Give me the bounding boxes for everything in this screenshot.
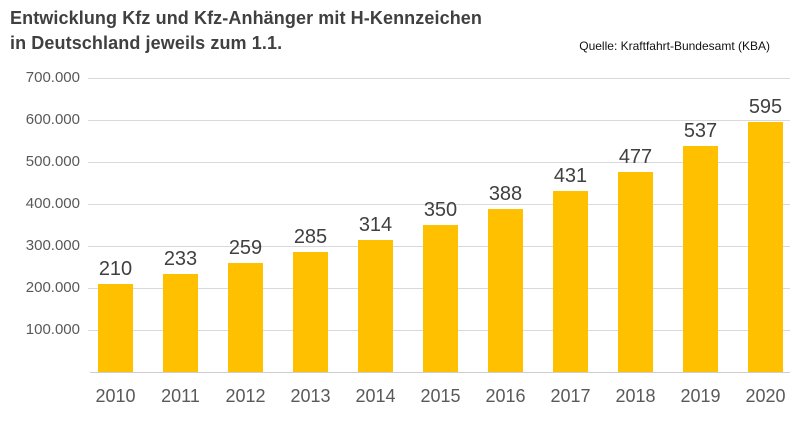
- chart-title-line1: Entwicklung Kfz und Kfz-Anhänger mit H-K…: [10, 8, 482, 28]
- x-tick-label: 2011: [161, 386, 200, 406]
- bar: [488, 209, 523, 372]
- x-tick-label: 2015: [420, 386, 461, 406]
- bar: [293, 252, 328, 372]
- bar-value-label: 350: [423, 199, 458, 221]
- x-tick-label: 2019: [680, 386, 721, 406]
- bar: [423, 225, 458, 372]
- bar: [553, 190, 588, 372]
- gridline: [88, 120, 790, 121]
- x-tick-label: 2018: [615, 386, 656, 406]
- x-tick-label: 2014: [355, 386, 396, 406]
- source-note: Quelle: Kraftfahrt-Bundesamt (KBA): [579, 39, 770, 53]
- bar: [683, 146, 718, 372]
- y-tick-label: 700.000: [25, 69, 80, 86]
- bar-value-label: 210: [98, 257, 133, 280]
- bar-value-label: 431: [553, 164, 588, 187]
- y-tick-label: 500.000: [25, 153, 80, 170]
- chart-title-line2: in Deutschland jeweils zum 1.1.: [10, 33, 283, 53]
- bar: [98, 283, 133, 372]
- y-tick-label: 400.000: [25, 195, 80, 212]
- bar-value-label: 259: [228, 237, 263, 260]
- bar-value-label: 233: [163, 248, 198, 271]
- bar-value-label: 314: [358, 214, 393, 237]
- x-tick-label: 2016: [485, 386, 526, 406]
- x-tick-label: 2010: [95, 386, 136, 406]
- bar: [163, 274, 198, 372]
- x-tick-label: 2020: [745, 386, 786, 406]
- chart-title: Entwicklung Kfz und Kfz-Anhänger mit H-K…: [10, 6, 482, 56]
- bar-value-label: 537: [683, 120, 718, 143]
- x-tick-label: 2013: [290, 386, 331, 406]
- plot-area: 100.000 200.000 300.000 400.000 500.000 600.0…: [26, 69, 790, 406]
- y-tick-label: 600.000: [25, 111, 80, 128]
- y-tick-label: 200.000: [25, 279, 80, 296]
- gridline: [88, 78, 790, 79]
- y-tick-label: 100.000: [25, 321, 80, 338]
- gridline: [88, 204, 790, 205]
- gridline: [88, 162, 790, 163]
- bar-value-label: 595: [748, 96, 783, 119]
- y-tick-label: 300.000: [25, 237, 80, 254]
- x-tick-label: 2012: [225, 386, 266, 406]
- bar-value-label: 285: [293, 226, 328, 249]
- x-tick-label: 2017: [550, 386, 591, 406]
- bar: [618, 171, 653, 372]
- bar: [748, 122, 783, 372]
- bar: [228, 263, 263, 372]
- bar-value-label: 477: [618, 145, 653, 168]
- bar-value-label: 388: [488, 183, 523, 206]
- bar: [358, 240, 393, 372]
